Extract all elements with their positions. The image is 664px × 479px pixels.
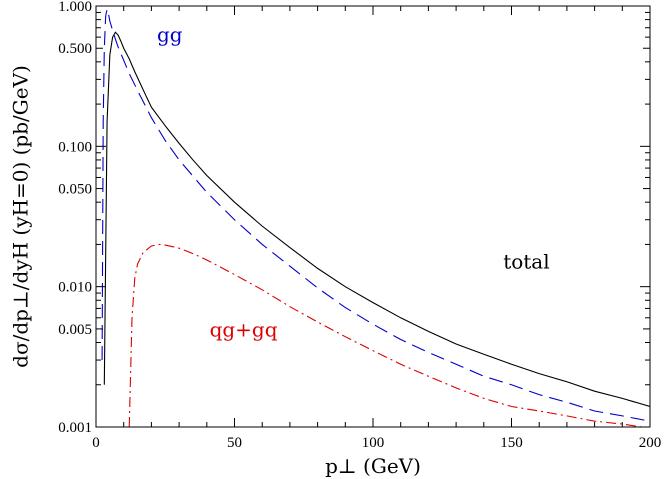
tick-labels-layer: 0 50 100 150 200 0.001 0.005 0.010 0.050 0.100 0.5… — [58, 0, 661, 451]
annotations-layer: gg total qg+gq — [157, 22, 550, 341]
plot-frame — [95, 5, 651, 428]
x-tick-label: 0 — [92, 435, 100, 451]
y-axis-title: dσ/dp⊥/dyH (yH=0) (pb/GeV) — [9, 65, 33, 368]
y-tick-label: 0.100 — [58, 139, 92, 155]
series-line-gg — [101, 8, 650, 422]
annotation-label: qg+gq — [210, 318, 278, 342]
x-tick-label: 100 — [362, 435, 385, 451]
x-axis-title: p⊥ (GeV) — [325, 454, 421, 478]
series-line-total — [103, 31, 650, 408]
x-tick-label: 150 — [500, 435, 523, 451]
annotation-label: gg — [157, 22, 183, 46]
y-tick-label: 0.010 — [58, 280, 92, 296]
y-tick-label: 0.001 — [58, 420, 92, 436]
x-tick-label: 50 — [227, 435, 242, 451]
y-tick-label: 1.000 — [58, 0, 92, 15]
y-tick-label: 0.005 — [58, 322, 92, 338]
y-tick-label: 0.050 — [58, 182, 92, 198]
ticks-layer — [95, 5, 651, 428]
x-tick-label: 200 — [639, 435, 662, 451]
series-line-qg+gq — [128, 243, 642, 427]
y-tick-label: 0.500 — [58, 41, 92, 57]
annotation-label: total — [503, 249, 549, 273]
curves-layer — [101, 8, 650, 427]
